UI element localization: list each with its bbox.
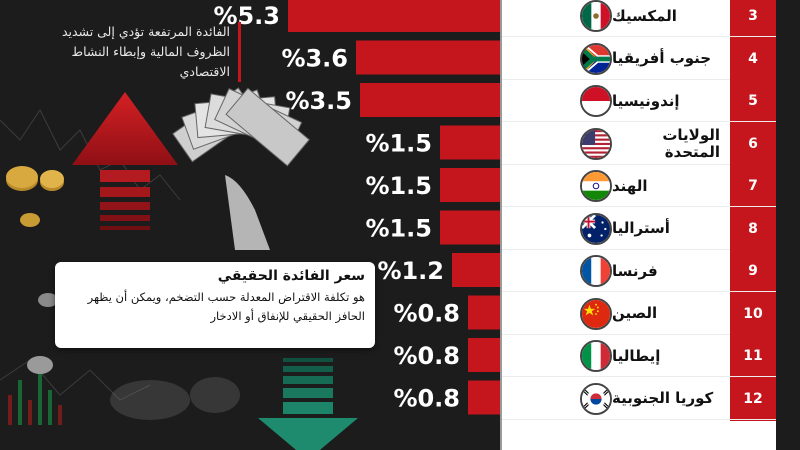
country-row: 6 الولايات المتحدة (500, 121, 776, 166)
bar-12 (468, 380, 500, 415)
country-row: 4 جنوب أفريقيا (500, 36, 776, 81)
country-name: إيطاليا (612, 346, 661, 365)
bar-value-label: %1.5 (365, 130, 432, 158)
definition-body: هو تكلفة الاقتراض المعدلة حسب التضخم، وي… (87, 290, 365, 323)
row-separator (500, 418, 776, 420)
country-row: 12 كوريا الجنوبية (500, 376, 776, 421)
rank-badge: 11 (730, 334, 776, 378)
bar-value-label: %1.2 (377, 257, 444, 285)
country-row: 10 الصين (500, 291, 776, 336)
country-name: جنوب أفريقيا (612, 49, 712, 67)
row-separator (500, 36, 776, 37)
rank-badge: 4 (730, 36, 776, 81)
row-separator (500, 206, 776, 207)
world-map-backdrop (110, 377, 240, 420)
country-ranking-panel: 3 المكسيك 4 جنوب أفريقيا 5 إندونيسيا 6 الولايات… (500, 0, 776, 450)
candlesticks (8, 370, 62, 425)
rank-badge: 3 (730, 0, 776, 38)
row-separator (500, 291, 776, 292)
bar-5 (360, 83, 500, 117)
flag-australia-icon (580, 212, 612, 245)
flag-mexico-icon (580, 0, 612, 32)
row-separator (500, 376, 776, 377)
country-name: الصين (612, 304, 658, 322)
row-separator (500, 248, 776, 250)
bar-value-label: %1.5 (365, 215, 432, 243)
coins-icon (6, 166, 64, 374)
country-name: فرنسا (612, 261, 658, 280)
flag-south-korea-icon (580, 382, 612, 415)
bar-9 (452, 253, 500, 287)
money-stack-icon (172, 87, 310, 250)
bar-value-label: %5.3 (213, 2, 280, 30)
flag-south-africa-icon (580, 42, 612, 75)
country-row: 9 فرنسا (500, 249, 776, 293)
country-name: الهند (612, 176, 648, 195)
bar-8 (440, 210, 500, 245)
country-name: إندونيسيا (612, 91, 680, 110)
flag-china-icon (580, 297, 612, 330)
country-name: المكسيك (612, 6, 677, 25)
rank-badge: 8 (730, 206, 776, 251)
flag-italy-icon (580, 340, 612, 372)
definition-card: سعر الفائدة الحقيقي هو تكلفة الاقتراض ال… (55, 262, 375, 348)
country-row: 11 إيطاليا (500, 334, 776, 378)
context-note: الفائدة المرتفعة تؤدي إلى تشديد الظروف ا… (40, 22, 241, 82)
bar-3 (288, 0, 500, 32)
country-name: أستراليا (612, 219, 670, 237)
rank-badge: 5 (730, 79, 776, 123)
row-separator (500, 78, 776, 80)
country-row: 3 المكسيك (500, 0, 776, 38)
bar-10 (468, 295, 500, 330)
flag-indonesia-icon (580, 85, 612, 117)
rank-badge: 10 (730, 291, 776, 336)
bar-4 (356, 40, 500, 75)
country-name: الولايات المتحدة (662, 125, 720, 161)
definition-title: سعر الفائدة الحقيقي (217, 268, 365, 284)
down-arrow-icon (258, 358, 358, 450)
row-separator (500, 163, 776, 165)
bar-7 (440, 168, 500, 202)
panel-divider (500, 0, 502, 450)
row-separator (500, 121, 776, 122)
bar-value-label: %1.5 (365, 172, 432, 200)
flag-india-icon (580, 170, 612, 202)
rank-badge: 9 (730, 249, 776, 293)
bar-6 (440, 125, 500, 160)
row-separator (500, 333, 776, 335)
flag-usa-icon (580, 127, 612, 160)
bar-value-label: %0.8 (393, 342, 460, 370)
rank-badge: 12 (730, 376, 776, 421)
country-row: 8 أستراليا (500, 206, 776, 251)
bar-11 (468, 338, 500, 372)
bar-value-label: %3.5 (285, 87, 352, 115)
up-arrow-icon (72, 92, 178, 230)
country-name: كوريا الجنوبية (612, 389, 714, 407)
bar-value-label: %0.8 (393, 385, 460, 413)
bar-value-label: %3.6 (281, 45, 348, 73)
country-row: 7 الهند (500, 164, 776, 208)
flag-france-icon (580, 255, 612, 287)
right-margin (776, 0, 800, 450)
rank-badge: 6 (730, 121, 776, 166)
country-row: 5 إندونيسيا (500, 79, 776, 123)
rank-badge: 7 (730, 164, 776, 208)
bar-value-label: %0.8 (393, 300, 460, 328)
